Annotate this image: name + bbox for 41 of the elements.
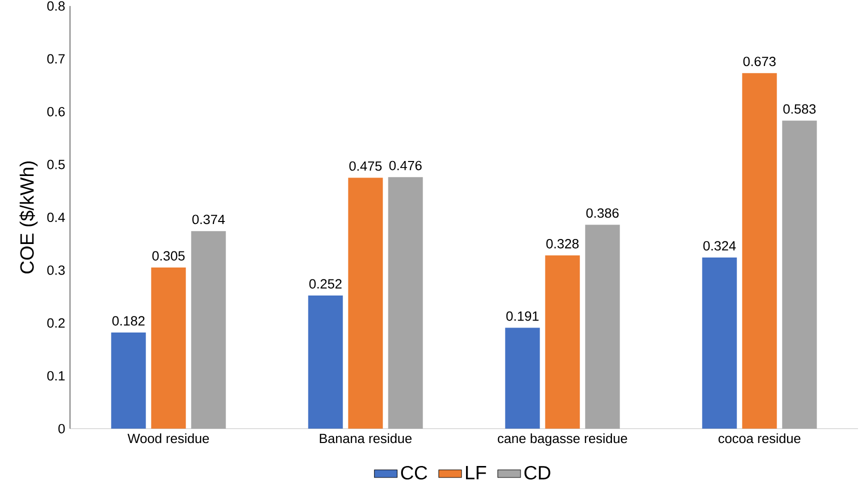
legend-label: LF <box>466 466 486 480</box>
x-tick-label: cocoa residue <box>718 433 800 444</box>
bar <box>388 177 423 429</box>
bar <box>505 328 540 429</box>
y-tick-label: 0.5 <box>47 160 65 170</box>
bar <box>702 257 737 429</box>
data-label: 0.583 <box>783 104 816 114</box>
y-axis-title: COE ($/kWh) <box>19 161 38 274</box>
legend-label: CC <box>401 466 428 480</box>
data-label: 0.374 <box>192 214 225 224</box>
x-tick-label: Wood residue <box>128 433 209 444</box>
bar <box>545 255 580 429</box>
data-label: 0.305 <box>152 251 185 261</box>
y-tick-label: 0.4 <box>47 212 65 222</box>
data-label: 0.252 <box>309 279 342 289</box>
data-label: 0.182 <box>112 316 145 326</box>
y-tick-label: 0.2 <box>47 318 65 328</box>
data-label: 0.328 <box>546 239 579 248</box>
bar <box>111 332 146 429</box>
bar <box>742 73 777 429</box>
data-label: 0.191 <box>506 311 539 321</box>
x-tick-label: Banana residue <box>320 433 412 444</box>
y-tick-label: 0 <box>58 424 65 434</box>
y-tick-label: 0.6 <box>47 106 65 116</box>
bar <box>348 178 383 429</box>
y-tick-label: 0.7 <box>47 54 65 64</box>
bar <box>151 268 186 429</box>
data-label: 0.673 <box>743 56 776 66</box>
bar <box>308 296 343 429</box>
data-label: 0.324 <box>703 241 736 251</box>
data-label: 0.476 <box>389 160 422 170</box>
bar <box>191 231 226 429</box>
bar <box>782 120 817 429</box>
legend-label: CD <box>524 466 550 480</box>
y-tick-label: 0.8 <box>47 1 65 11</box>
bar <box>585 224 620 429</box>
x-tick-label: cane bagasse residue <box>498 433 628 446</box>
data-label: 0.386 <box>586 208 619 218</box>
data-label: 0.475 <box>349 161 382 171</box>
y-tick-label: 0.1 <box>47 371 65 381</box>
y-tick-label: 0.3 <box>47 265 65 275</box>
